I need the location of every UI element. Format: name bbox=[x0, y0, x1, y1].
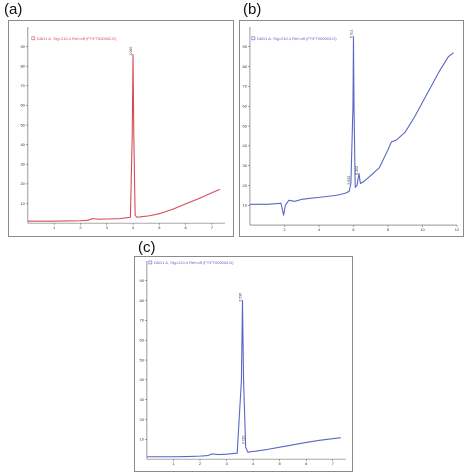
y-tick-label: 30 bbox=[243, 163, 248, 168]
legend-text: DAD1 A, Sig=210,4 Ref=off (FT\FT000004.D… bbox=[154, 260, 234, 265]
x-tick-label: 12 bbox=[455, 227, 459, 232]
y-tick-label: 60 bbox=[20, 103, 25, 108]
panel-a-label: (a) bbox=[4, 1, 23, 18]
y-tick-label: 20 bbox=[140, 417, 145, 422]
chromatogram-c-legend: DAD1 A, Sig=210,4 Ref=off (FT\FT000004.D… bbox=[148, 260, 234, 265]
x-tick-label: 2 bbox=[199, 461, 201, 466]
x-tick-label: 1 bbox=[53, 225, 55, 230]
peak-label: 3.720 bbox=[242, 436, 246, 445]
y-tick-label: 40 bbox=[243, 143, 248, 148]
signal-line bbox=[249, 36, 454, 216]
y-tick-label: 90 bbox=[20, 44, 25, 49]
y-tick-label: 70 bbox=[20, 83, 25, 88]
peak-label: 6.352 bbox=[355, 166, 359, 175]
x-tick-label: 1 bbox=[172, 461, 174, 466]
x-tick-label: 4 bbox=[318, 227, 321, 232]
legend-swatch bbox=[251, 36, 256, 41]
chromatogram-a-plot: DAD1 A, Sig=210,4 Ref=off (FT\FT000002.D… bbox=[20, 26, 226, 230]
x-tick-label: 7 bbox=[332, 461, 334, 466]
x-tick-label: 2 bbox=[283, 227, 285, 232]
x-tick-label: 7 bbox=[211, 225, 213, 230]
y-tick-label: 70 bbox=[140, 318, 145, 323]
y-tick-label: 60 bbox=[243, 103, 248, 108]
legend-text: DAD1 A, Sig=210,4 Ref=off (FT\FT000002.D… bbox=[37, 36, 117, 41]
y-tick-label: 30 bbox=[20, 162, 25, 167]
y-tick-label: 50 bbox=[140, 357, 145, 362]
x-tick-label: 4 bbox=[252, 461, 255, 466]
chromatogram-c: DAD1 A, Sig=210,4 Ref=off (FT\FT000004.D… bbox=[134, 256, 353, 472]
y-tick-label: 20 bbox=[20, 181, 25, 186]
y-tick-label: 80 bbox=[20, 63, 25, 68]
x-tick-label: 4 bbox=[132, 225, 135, 230]
x-tick-label: 5 bbox=[158, 225, 161, 230]
chromatogram-b-plot: DAD1 A, Sig=210,4 Ref=off (FT\FT000003.D… bbox=[243, 26, 459, 232]
legend-swatch bbox=[31, 36, 36, 41]
y-tick-label: 60 bbox=[140, 338, 145, 343]
chromatogram-b-legend: DAD1 A, Sig=210,4 Ref=off (FT\FT000003.D… bbox=[251, 36, 337, 41]
y-tick-label: 50 bbox=[20, 122, 25, 127]
y-tick-label: 40 bbox=[20, 142, 25, 147]
y-tick-label: 10 bbox=[20, 201, 25, 206]
peak-label: 3.596 bbox=[238, 293, 242, 302]
x-tick-label: 2 bbox=[79, 225, 81, 230]
chromatogram-b: DAD1 A, Sig=210,4 Ref=off (FT\FT000003.D… bbox=[239, 20, 464, 237]
y-tick-label: 90 bbox=[243, 44, 248, 49]
x-tick-label: 8 bbox=[387, 227, 390, 232]
legend-text: DAD1 A, Sig=210,4 Ref=off (FT\FT000003.D… bbox=[257, 36, 337, 41]
x-tick-label: 6 bbox=[184, 225, 187, 230]
y-tick-label: 10 bbox=[140, 437, 145, 442]
signal-line bbox=[146, 300, 341, 458]
peak-label: 6.011 bbox=[349, 29, 353, 37]
peak-label: 5.822 bbox=[347, 176, 351, 185]
x-tick-label: 5 bbox=[279, 461, 282, 466]
x-tick-label: 3 bbox=[225, 461, 228, 466]
y-tick-label: 80 bbox=[243, 64, 248, 69]
chromatogram-a: DAD1 A, Sig=210,4 Ref=off (FT\FT000002.D… bbox=[8, 20, 234, 237]
y-tick-label: 40 bbox=[140, 377, 145, 382]
y-tick-label: 70 bbox=[243, 84, 248, 89]
y-tick-label: 20 bbox=[243, 183, 248, 188]
y-tick-label: 90 bbox=[140, 278, 145, 283]
panel-b-label: (b) bbox=[243, 1, 262, 18]
y-tick-label: 50 bbox=[243, 123, 248, 128]
y-tick-label: 10 bbox=[243, 203, 248, 208]
y-tick-label: 80 bbox=[140, 298, 145, 303]
y-tick-label: 30 bbox=[140, 397, 145, 402]
panel-c-label: (c) bbox=[138, 239, 156, 256]
peak-label: 4.000 bbox=[129, 47, 133, 56]
x-tick-label: 3 bbox=[106, 225, 109, 230]
x-tick-label: 10 bbox=[420, 227, 425, 232]
legend-swatch bbox=[148, 260, 153, 265]
signal-line bbox=[27, 53, 220, 222]
x-tick-label: 6 bbox=[352, 227, 355, 232]
x-tick-label: 6 bbox=[305, 461, 308, 466]
chromatogram-a-legend: DAD1 A, Sig=210,4 Ref=off (FT\FT000002.D… bbox=[31, 36, 117, 41]
chromatogram-c-plot: DAD1 A, Sig=210,4 Ref=off (FT\FT000004.D… bbox=[140, 260, 347, 466]
